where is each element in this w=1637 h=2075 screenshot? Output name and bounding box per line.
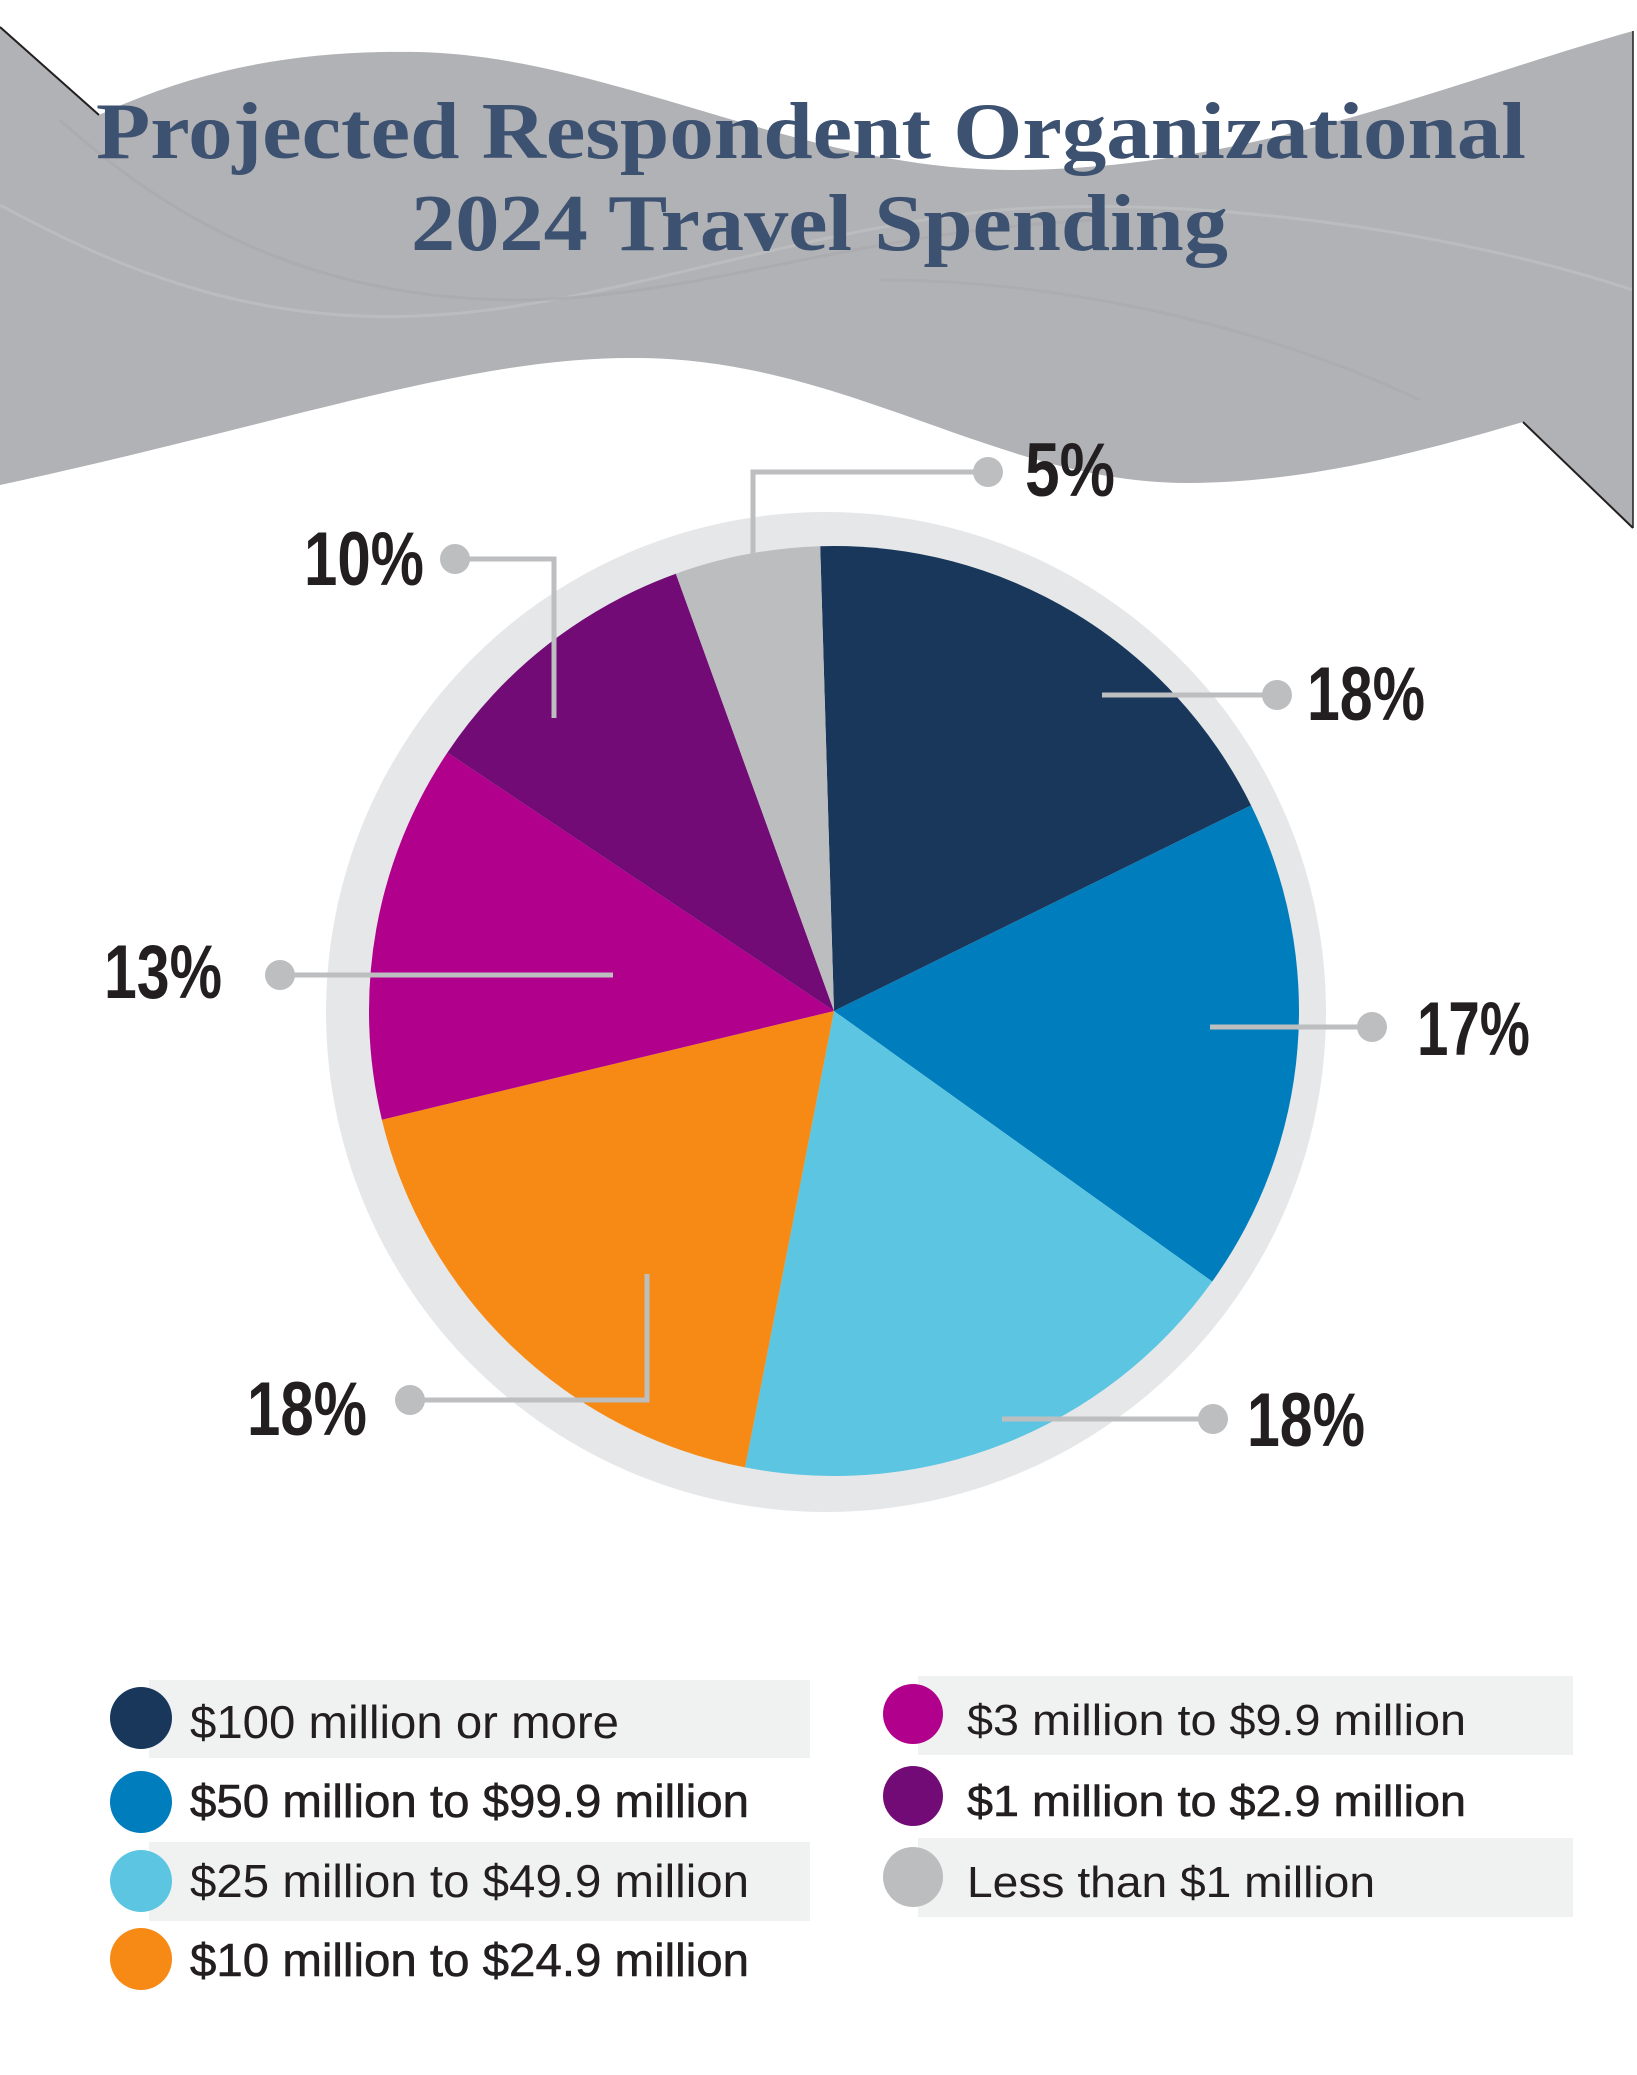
value-label: 13% — [104, 930, 222, 1015]
data-label-3m-9m: 13% — [104, 930, 613, 1015]
legend-item-50m-99m: $50 million to $99.9 million — [110, 1771, 749, 1833]
legend-row-background — [149, 1680, 810, 1758]
value-label: 5% — [1025, 428, 1115, 513]
legend-swatch — [110, 1771, 172, 1833]
leader-dot — [973, 457, 1003, 487]
header-edge-left — [0, 26, 100, 116]
legend-item-3m-9m: $3 million to $9.9 million — [883, 1676, 1573, 1755]
value-label: 17% — [1417, 987, 1530, 1072]
pie-slice — [745, 1011, 1213, 1476]
leader-line — [455, 556, 557, 718]
value-label: 10% — [304, 517, 424, 602]
legend-label: $100 million or more — [190, 1696, 619, 1748]
value-label: 18% — [1307, 652, 1425, 737]
leader-dot — [1262, 680, 1292, 710]
pie-slice — [834, 805, 1299, 1282]
header-edge-right — [1522, 421, 1634, 529]
header-swoosh-shape — [0, 27, 1633, 528]
leader-dot — [440, 544, 470, 574]
pie-slice — [675, 546, 834, 1011]
pie-slice — [447, 573, 834, 1011]
leader-dot — [265, 960, 295, 990]
legend-label: $10 million to $24.9 million — [190, 1934, 749, 1986]
header-swoosh-highlight-2 — [58, 118, 1101, 302]
legend-label: $3 million to $9.9 million — [967, 1696, 1466, 1745]
legend-item-under-1m: Less than $1 million — [883, 1838, 1573, 1917]
legend-swatch — [883, 1847, 943, 1907]
legend-label: $25 million to $49.9 million — [190, 1855, 749, 1907]
pie-slice — [820, 545, 1252, 1011]
legend-row-background — [918, 1676, 1573, 1755]
legend-swatch — [110, 1687, 172, 1749]
data-label-10m-24m: 18% — [247, 1274, 650, 1452]
leader-line — [410, 1274, 650, 1403]
header-banner: Projected Respondent Organizational 2024… — [0, 26, 1634, 529]
pie-slice — [368, 752, 834, 1120]
pie-slices — [368, 545, 1299, 1476]
data-label-under-1m: 5% — [750, 428, 1115, 555]
data-label-25m-49m: 18% — [1002, 1378, 1365, 1463]
legend: $100 million or more $50 million to $99.… — [110, 1676, 1573, 1990]
legend-row-background — [918, 1838, 1573, 1917]
legend-row-background — [149, 1842, 810, 1921]
chart-title-line-1: Projected Respondent Organizational — [96, 88, 1526, 176]
pie-slice — [381, 1011, 834, 1468]
value-label: 18% — [247, 1367, 367, 1452]
legend-label: Less than $1 million — [967, 1858, 1375, 1907]
legend-swatch — [110, 1850, 172, 1912]
legend-item-1m-2m: $1 million to $2.9 million — [883, 1766, 1466, 1826]
leader-dot — [395, 1385, 425, 1415]
header-swoosh-highlight-1 — [0, 203, 1634, 319]
chart-title-line-2: 2024 Travel Spending — [411, 180, 1228, 268]
header-swoosh-highlight-3 — [879, 278, 1421, 402]
leader-dot — [1357, 1012, 1387, 1042]
legend-swatch — [110, 1928, 172, 1990]
legend-item-10m-24m: $10 million to $24.9 million — [110, 1928, 749, 1990]
legend-item-100m-plus: $100 million or more — [110, 1680, 810, 1758]
data-labels: 18% 17% 18% 18% 13% 10% — [104, 428, 1530, 1463]
legend-swatch — [883, 1684, 943, 1744]
data-label-50m-99m: 17% — [1210, 987, 1530, 1072]
data-label-1m-2m: 10% — [304, 517, 557, 718]
legend-label: $50 million to $99.9 million — [190, 1775, 749, 1827]
leader-line — [750, 469, 988, 555]
leader-dot — [1198, 1404, 1228, 1434]
pie-chart — [326, 512, 1326, 1512]
legend-item-25m-49m: $25 million to $49.9 million — [110, 1842, 810, 1921]
legend-label: $1 million to $2.9 million — [967, 1777, 1466, 1826]
value-label: 18% — [1247, 1378, 1365, 1463]
data-label-100m-plus: 18% — [1102, 652, 1425, 737]
legend-swatch — [883, 1766, 943, 1826]
